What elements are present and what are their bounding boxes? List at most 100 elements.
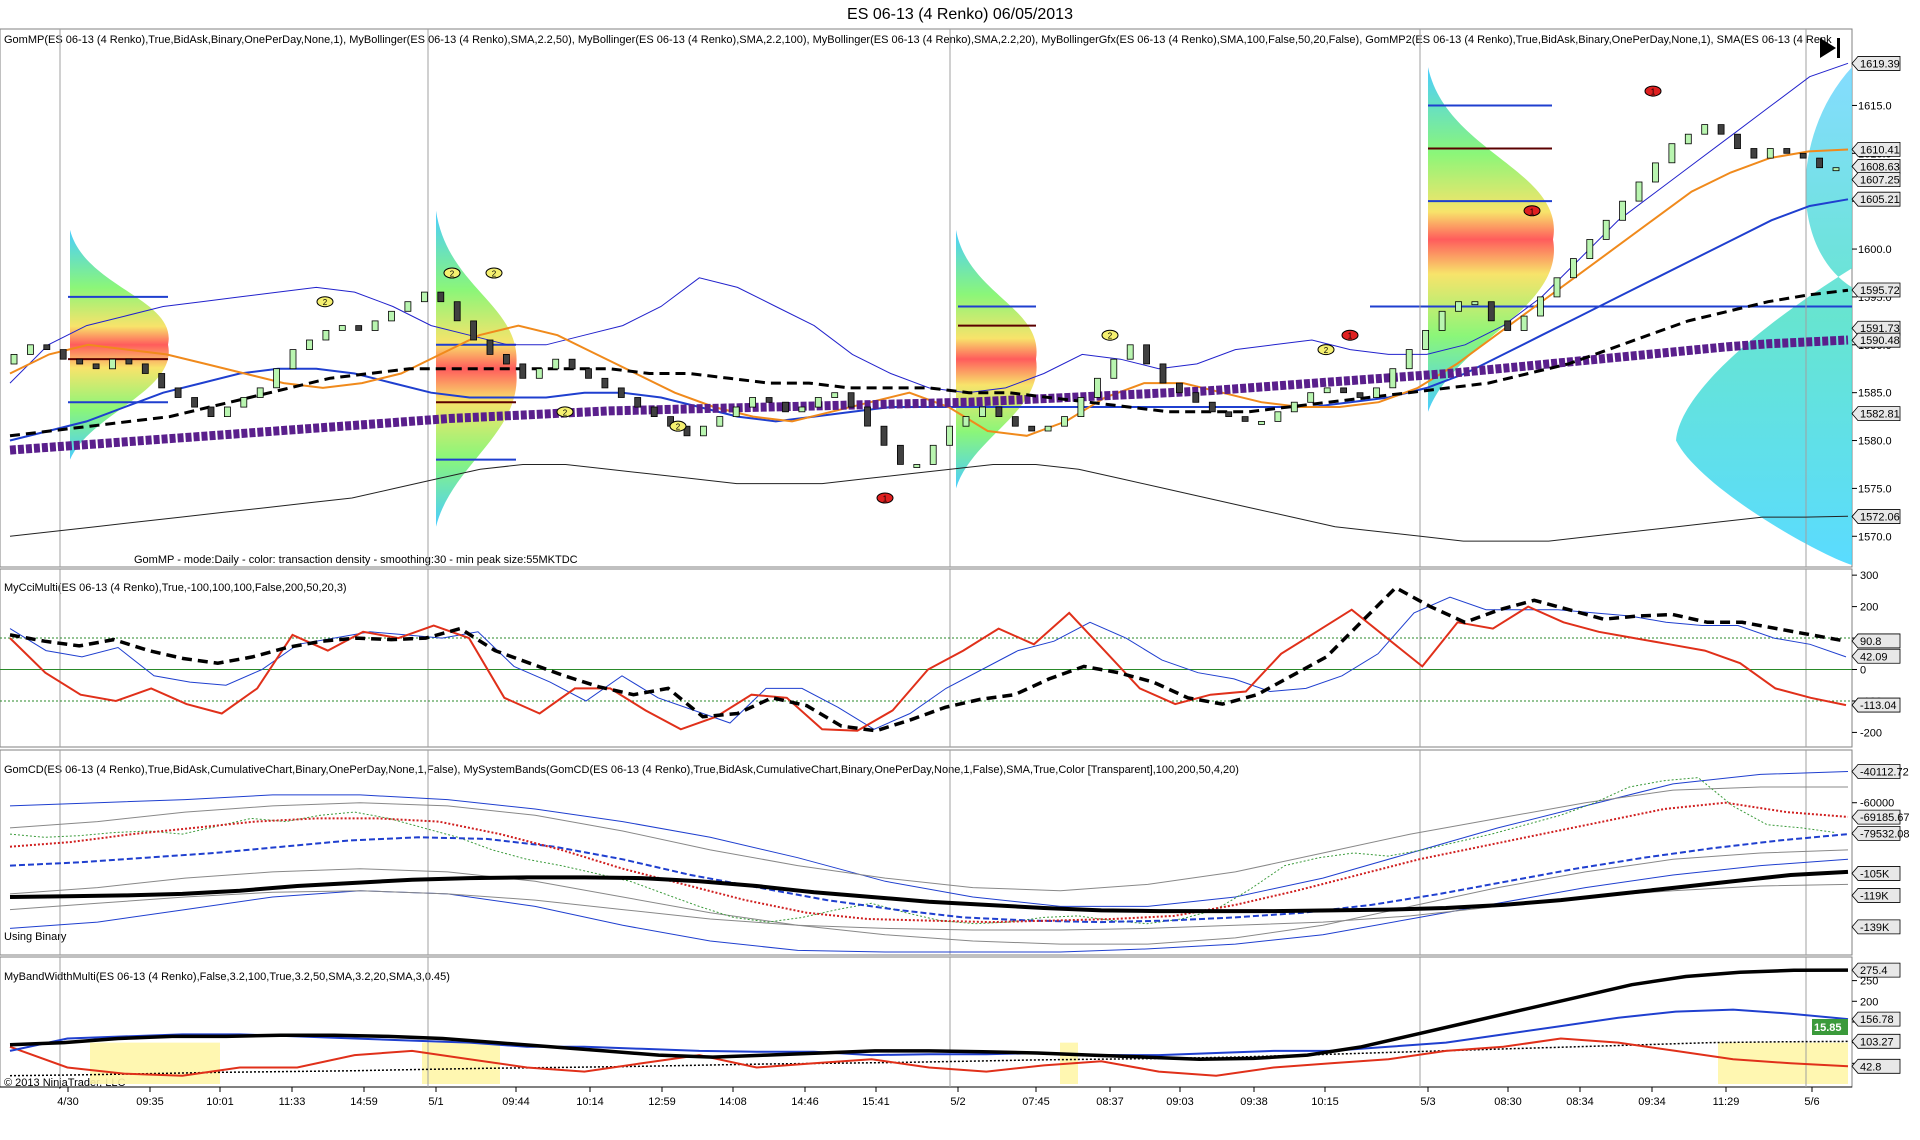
bandwidth-indicator-label: MyBandWidthMulti(ES 06-13 (4 Renko),Fals… [4, 971, 450, 983]
cci-value-tag: 42.09 [1860, 651, 1888, 663]
renko-bar [322, 329, 330, 341]
scroll-to-end-button[interactable] [1820, 38, 1840, 58]
price-tag-box [1851, 159, 1901, 174]
price-tag: 1572.06 [1860, 512, 1900, 524]
cci-value-tag-box [1851, 633, 1901, 649]
renko-bar [946, 425, 953, 446]
price-tick-label: 1615.0 [1858, 100, 1892, 112]
red-signal-dot [1644, 85, 1662, 97]
price-tag-box [1851, 141, 1901, 157]
renko-bar [289, 349, 297, 370]
renko-bar [158, 373, 166, 389]
renko-bar [913, 464, 921, 468]
price-tag-box [1851, 332, 1901, 348]
renko-bar [1553, 277, 1561, 298]
renko-bar [76, 358, 84, 365]
renko-bar [1422, 329, 1429, 350]
yellow-signal-label: 2 [323, 298, 328, 307]
renko-bar [141, 363, 149, 374]
renko-bar [1832, 167, 1840, 172]
bandwidth-value-tag: 156.78 [1860, 1014, 1894, 1026]
price-indicator-label: GomMP(ES 06-13 (4 Renko),True,BidAsk,Bin… [4, 34, 1832, 46]
yellow-signal-dot [1317, 344, 1335, 356]
x-tick-label: 09:03 [1166, 1096, 1194, 1108]
price-tag: 1608.63 [1860, 161, 1900, 173]
x-tick-label: 5/1 [428, 1096, 443, 1108]
x-tick-label: 11:29 [1713, 1096, 1740, 1108]
volume-profile-right [1676, 67, 1852, 566]
renko-bar [420, 291, 428, 303]
renko-bar [1766, 148, 1774, 159]
renko-bar [1471, 301, 1479, 306]
renko-bar [1570, 258, 1577, 279]
renko-bar [1405, 349, 1413, 370]
bandwidth-20-line [9, 1037, 1849, 1077]
price-tag-box [1851, 56, 1901, 71]
renko-bar [650, 406, 658, 418]
renko-bar [1225, 411, 1233, 417]
price-tick-label: 1600.0 [1858, 244, 1892, 256]
renko-bar [1044, 425, 1052, 432]
delta-upper-band [9, 786, 1848, 892]
renko-bar [1684, 133, 1692, 145]
bandwidth-tick-label: 250 [1860, 976, 1878, 988]
x-tick-label: 09:35 [136, 1096, 164, 1108]
yellow-signal-label: 2 [492, 269, 497, 278]
delta-value-tag-box [1851, 866, 1901, 881]
renko-bar [552, 358, 560, 370]
x-tick-label: 14:59 [350, 1096, 378, 1108]
yellow-signal-dot [316, 296, 334, 308]
price-tag: 1591.73 [1860, 323, 1900, 335]
ema-dashed-line [9, 288, 1849, 438]
renko-bar [1274, 411, 1282, 422]
renko-bar [880, 425, 888, 446]
yellow-signal-label: 2 [563, 408, 568, 417]
yellow-signal-label: 2 [676, 423, 681, 432]
renko-bar [223, 406, 231, 418]
price-tag: 1610.41 [1860, 144, 1900, 156]
renko-bar [306, 339, 313, 351]
renko-bar [1011, 416, 1019, 427]
end-bar-icon [1837, 38, 1840, 58]
red-signal-label: 1 [1651, 88, 1656, 97]
price-tag: 1582.81 [1860, 409, 1900, 421]
renko-bar [1208, 401, 1216, 413]
x-tick-label: 09:44 [502, 1096, 530, 1108]
renko-bar [404, 301, 412, 312]
price-tag-box [1851, 406, 1901, 422]
bandwidth-current-value: 15.85 [1814, 1022, 1842, 1034]
x-tick-label: 08:37 [1096, 1096, 1124, 1108]
renko-bar [1504, 320, 1512, 331]
cci-20-line [9, 605, 1847, 732]
renko-bar [1192, 392, 1200, 403]
price-tick-label: 1585.0 [1858, 388, 1892, 400]
renko-bar [338, 325, 346, 331]
renko-bar [765, 397, 773, 403]
renko-bar [388, 310, 395, 322]
red-signal-dot [1341, 329, 1359, 341]
renko-bar [109, 358, 116, 370]
gridlines [0, 29, 1852, 1087]
renko-bar [1307, 392, 1315, 403]
renko-bar [1143, 344, 1150, 365]
delta-thick-black-line [9, 869, 1849, 914]
delta-value-tag: -105K [1860, 868, 1890, 880]
x-tick-label: 5/2 [950, 1096, 965, 1108]
renko-bar [1323, 387, 1331, 394]
renko-bar [716, 416, 724, 427]
renko-bar [929, 444, 937, 465]
bandwidth-value-tag-box [1851, 1058, 1901, 1074]
price-tag: 1619.39 [1860, 58, 1900, 70]
renko-bar [502, 353, 510, 365]
renko-bar [814, 397, 822, 408]
delta-value-tag: -40112.72 [1860, 766, 1909, 778]
renko-bar [1750, 148, 1758, 159]
price-tick-label: 1575.0 [1858, 483, 1892, 495]
renko-bar [1799, 152, 1807, 159]
renko-bar [1635, 181, 1643, 202]
renko-bar [1241, 416, 1249, 422]
x-tick-label: 14:08 [719, 1096, 747, 1108]
renko-bar [1619, 200, 1626, 221]
